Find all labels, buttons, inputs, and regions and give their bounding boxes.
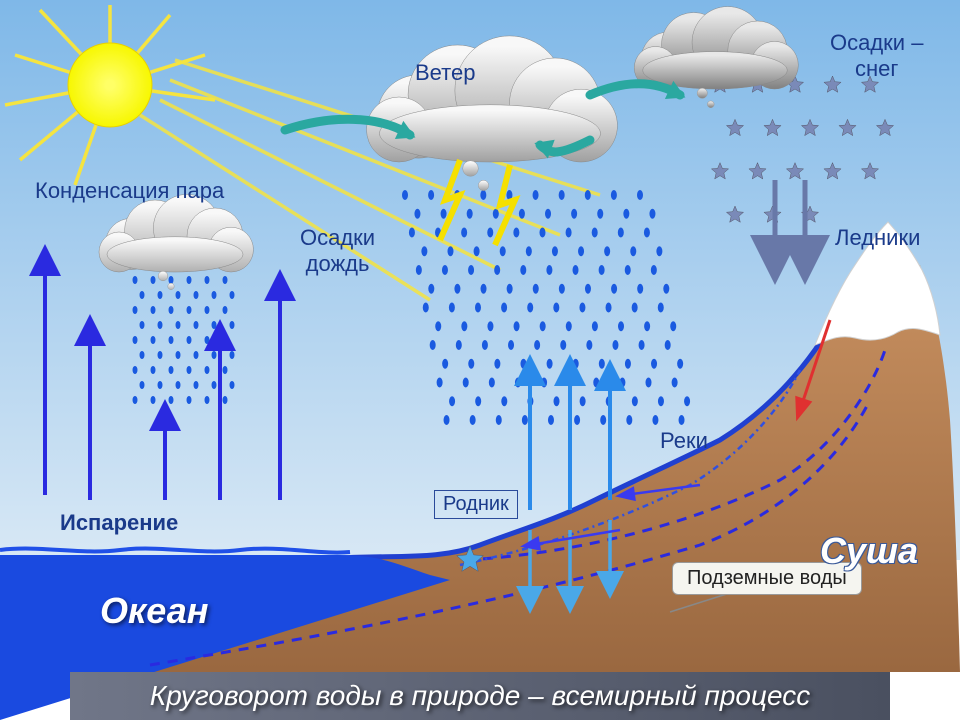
sun <box>68 43 152 127</box>
label-land: Суша <box>820 530 918 572</box>
label-precip-rain: Осадки дождь <box>300 225 375 277</box>
label-wind: Ветер <box>415 60 475 86</box>
title-bar: Круговорот воды в природе – всемирный пр… <box>70 672 890 720</box>
label-ocean: Океан <box>100 590 208 632</box>
label-rivers: Реки <box>660 428 708 454</box>
label-evaporation: Испарение <box>60 510 178 536</box>
title-text: Круговорот воды в природе – всемирный пр… <box>150 680 811 712</box>
label-spring: Родник <box>434 490 518 519</box>
label-precip-snow: Осадки – снег <box>830 30 923 82</box>
label-glaciers: Ледники <box>835 225 920 251</box>
label-condensation: Конденсация пара <box>35 178 224 204</box>
